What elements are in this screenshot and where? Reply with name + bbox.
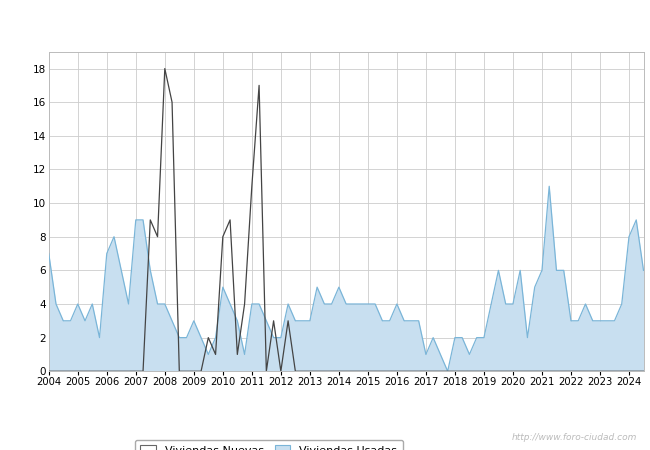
Text: Guadalupe - Evolucion del Nº de Transacciones Inmobiliarias: Guadalupe - Evolucion del Nº de Transacc… (124, 12, 526, 25)
Text: http://www.foro-ciudad.com: http://www.foro-ciudad.com (512, 433, 637, 442)
Legend: Viviendas Nuevas, Viviendas Usadas: Viviendas Nuevas, Viviendas Usadas (135, 440, 403, 450)
